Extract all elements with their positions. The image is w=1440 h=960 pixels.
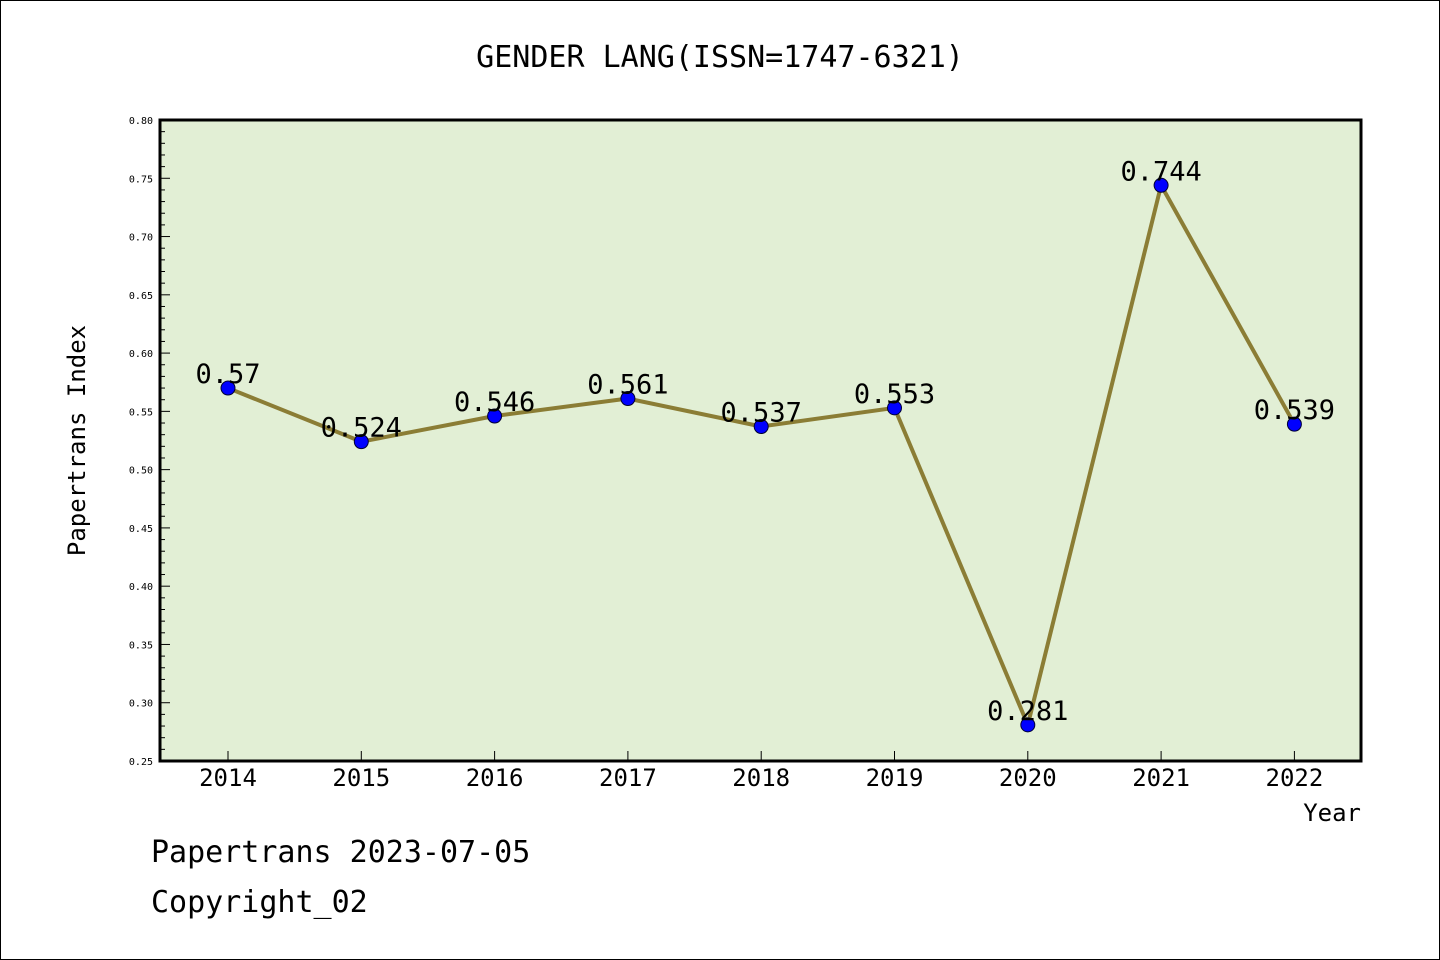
y-tick-label: 0.50	[129, 466, 153, 477]
data-point	[220, 380, 236, 396]
x-tick-label: 2021	[1132, 764, 1190, 792]
data-label: 0.546	[454, 387, 535, 418]
y-tick-label: 0.65	[129, 291, 153, 302]
data-label: 0.281	[987, 696, 1068, 727]
y-tick-label: 0.60	[129, 349, 153, 360]
data-label: 0.561	[587, 370, 668, 401]
x-tick-label: 2019	[866, 764, 924, 792]
y-tick-label: 0.25	[129, 757, 153, 768]
data-point	[887, 400, 902, 416]
data-label: 0.553	[854, 379, 935, 410]
data-label: 0.524	[321, 413, 402, 444]
y-tick-label: 0.80	[129, 116, 153, 127]
plot-border	[158, 118, 1363, 763]
x-tick-label: 2014	[199, 764, 257, 792]
x-tick-label: 2017	[599, 764, 657, 792]
data-point	[1153, 177, 1169, 193]
y-tick-label: 0.45	[129, 524, 153, 535]
chart-title: GENDER LANG(ISSN=1747-6321)	[476, 40, 964, 75]
x-tick-label: 2022	[1266, 764, 1324, 792]
x-tick-label: 2015	[332, 764, 390, 792]
y-tick-label: 0.55	[129, 407, 153, 418]
x-axis-label: Year	[1303, 799, 1361, 827]
y-tick-label: 0.75	[129, 174, 153, 185]
x-tick-label: 2016	[466, 764, 524, 792]
data-point	[1020, 717, 1036, 733]
footer-copyright: Copyright_02	[151, 885, 368, 920]
data-point	[1286, 416, 1302, 432]
y-tick-label: 0.35	[129, 640, 153, 651]
y-tick-label: 0.30	[129, 699, 153, 710]
x-tick-label: 2018	[732, 764, 790, 792]
x-tick-label: 2020	[999, 764, 1057, 792]
y-tick-label: 0.40	[129, 582, 153, 593]
data-label: 0.539	[1254, 395, 1335, 426]
data-label: 0.537	[721, 398, 802, 429]
data-point	[753, 419, 769, 435]
y-axis-label: Papertrans Index	[63, 325, 91, 556]
data-point	[353, 434, 369, 450]
y-tick-label: 0.70	[129, 233, 153, 244]
data-label: 0.744	[1120, 156, 1201, 187]
footer-date: Papertrans 2023-07-05	[151, 835, 531, 870]
data-point	[620, 391, 636, 407]
data-point	[487, 408, 503, 424]
data-label: 0.57	[195, 359, 260, 390]
